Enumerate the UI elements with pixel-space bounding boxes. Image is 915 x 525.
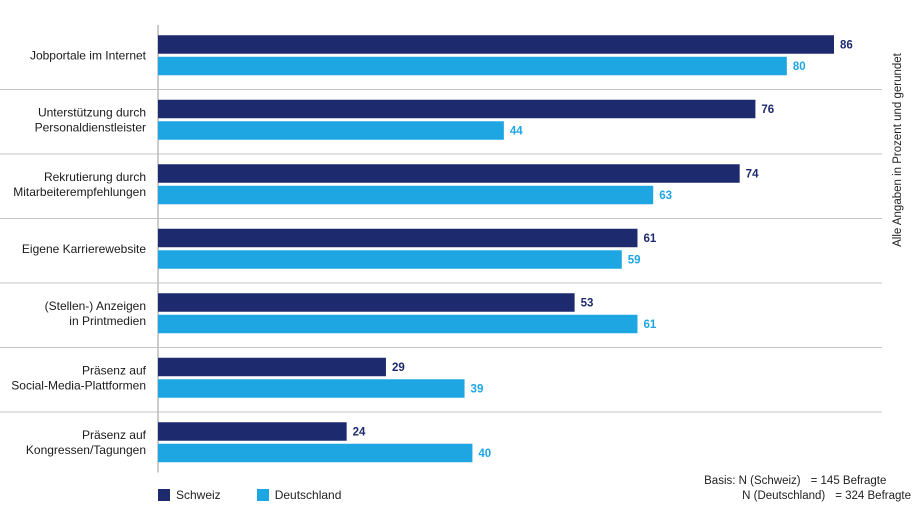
- category-label: Präsenz auf Social-Media-Plattformen: [11, 363, 146, 392]
- legend-item-deutschland: Deutschland: [256, 488, 342, 502]
- bar-deutschland: [158, 185, 654, 205]
- category-label: Präsenz auf Kongressen/Tagungen: [26, 428, 147, 457]
- basis-line1-value: = 145 Befragte: [810, 475, 887, 487]
- data-label-schweiz: 24: [353, 427, 366, 439]
- data-label-schweiz: 86: [840, 40, 853, 52]
- legend-swatch-deutschland: [256, 489, 269, 501]
- category-label: Rekrutierung durch Mitarbeiterempfehlunge…: [13, 170, 146, 199]
- data-label-deutschland: 44: [510, 126, 523, 138]
- basis-note: Basis: N (Schweiz) = 145 Befragte N (Deu…: [704, 474, 911, 504]
- bar-deutschland: [158, 121, 504, 140]
- data-label-schweiz: 76: [761, 104, 774, 116]
- side-note: Alle Angaben in Prozent und gerundet: [892, 53, 904, 247]
- bar-schweiz: [158, 164, 740, 183]
- data-label-deutschland: 40: [478, 448, 491, 460]
- bar-deutschland: [158, 443, 473, 463]
- legend-swatch-schweiz: [158, 489, 170, 501]
- bar-deutschland: [158, 314, 638, 334]
- bar-schweiz: [158, 293, 575, 312]
- data-label-deutschland: 61: [643, 319, 656, 331]
- data-label-deutschland: 63: [659, 190, 672, 202]
- bar-schweiz: [158, 35, 834, 54]
- category-label: Jobportale im Internet: [30, 48, 147, 62]
- bar-deutschland: [158, 56, 787, 76]
- data-label-schweiz: 74: [746, 169, 759, 181]
- bar-deutschland: [158, 250, 622, 269]
- category-label: Unterstützung durch Personaldienstleister: [35, 105, 146, 134]
- bar-schweiz: [158, 99, 756, 119]
- data-label-schweiz: 53: [581, 298, 594, 310]
- legend-label-deutschland: Deutschland: [274, 488, 342, 502]
- legend-item-schweiz: Schweiz: [158, 488, 221, 502]
- data-label-deutschland: 59: [628, 255, 641, 267]
- basis-line2-prefix: N (Deutschland): [742, 490, 826, 502]
- data-label-schweiz: 61: [643, 233, 656, 245]
- category-label: Eigene Karrierewebsite: [22, 242, 146, 256]
- category-label: (Stellen-) Anzeigen in Printmedien: [45, 299, 146, 328]
- data-label-deutschland: 80: [793, 61, 806, 73]
- bar-schweiz: [158, 422, 347, 441]
- bar-schweiz: [158, 228, 638, 248]
- legend: Schweiz Deutschland: [158, 488, 377, 502]
- legend-label-schweiz: Schweiz: [176, 488, 221, 502]
- bar-schweiz: [158, 357, 386, 377]
- data-label-schweiz: 29: [392, 362, 405, 374]
- basis-line1-prefix: Basis: N (Schweiz): [704, 475, 801, 487]
- data-label-deutschland: 39: [471, 384, 484, 396]
- bar-deutschland: [158, 379, 465, 398]
- basis-line2-value: = 324 Befragte: [835, 490, 911, 502]
